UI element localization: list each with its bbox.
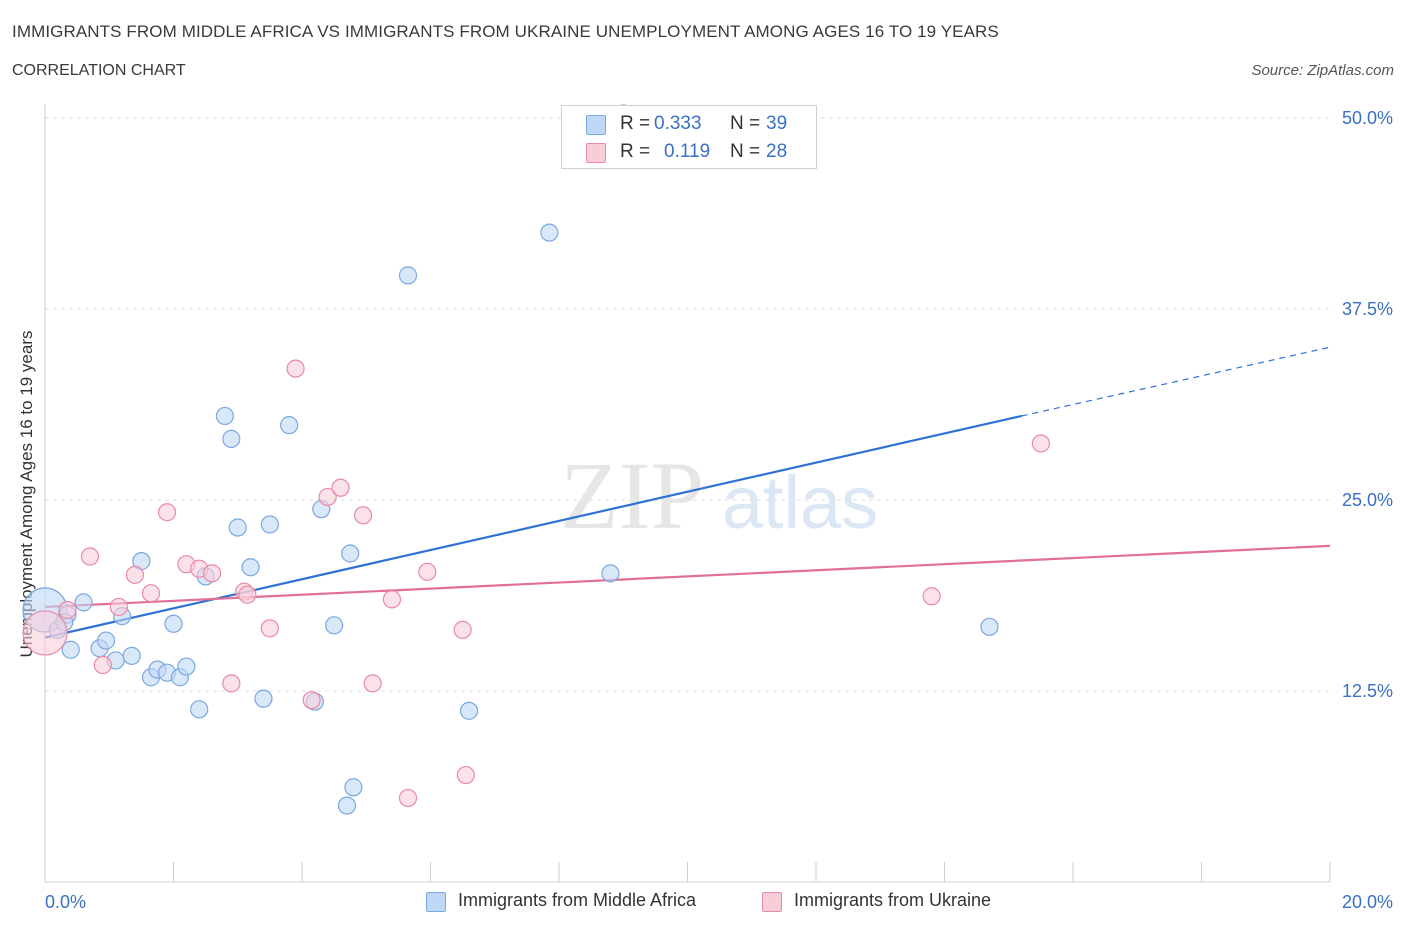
watermark-zip: ZIP	[560, 442, 704, 549]
chart-subtitle: CORRELATION CHART	[12, 62, 186, 79]
n-label: N =	[730, 141, 761, 162]
x-tick-label: 0.0%	[45, 892, 86, 912]
point-middle-africa	[228, 518, 247, 537]
point-middle-africa	[280, 416, 299, 435]
data-points	[22, 104, 1050, 815]
point-ukraine	[353, 506, 373, 525]
point-middle-africa	[190, 700, 209, 719]
trend-line-ukraine	[44, 544, 1331, 609]
point-middle-africa	[459, 701, 479, 720]
point-ukraine	[80, 547, 100, 566]
bottom-legend-swatch-pink	[762, 892, 782, 912]
point-middle-africa	[398, 266, 418, 285]
point-middle-africa	[540, 223, 559, 242]
r-label: R =	[620, 113, 651, 134]
trend-lines	[44, 346, 1331, 639]
point-ukraine	[302, 691, 321, 710]
bottom-legend-label: Immigrants from Middle Africa	[458, 890, 697, 910]
point-middle-africa	[337, 796, 357, 815]
point-ukraine	[382, 590, 402, 609]
point-ukraine	[58, 600, 77, 620]
axes	[44, 104, 1331, 883]
watermark-atlas: atlas	[722, 461, 878, 544]
point-ukraine	[22, 610, 68, 656]
gridlines	[45, 117, 1330, 692]
n-value: 39	[766, 113, 788, 134]
point-middle-africa	[980, 617, 999, 636]
r-value: 0.333	[654, 113, 702, 134]
bottom-legend-swatch-blue	[426, 892, 446, 912]
point-middle-africa	[215, 406, 234, 426]
point-middle-africa	[122, 646, 141, 665]
point-ukraine	[456, 765, 475, 785]
r-label: R =	[620, 141, 651, 162]
tick-labels: 12.5% 25.0% 37.5% 50.0% 0.0% 20.0%	[45, 108, 1393, 912]
r-value: 0.119	[664, 141, 711, 162]
point-middle-africa	[601, 564, 620, 583]
point-middle-africa	[341, 544, 360, 563]
trend-line-middle-africa	[44, 414, 1022, 639]
x-tick-label: 20.0%	[1342, 892, 1393, 912]
point-middle-africa	[344, 778, 363, 797]
y-tick-label: 25.0%	[1342, 490, 1393, 510]
point-ukraine	[238, 585, 257, 604]
legend-swatch-blue	[586, 115, 606, 135]
point-ukraine	[141, 584, 161, 603]
legend-swatch-pink	[586, 143, 606, 163]
point-ukraine	[398, 788, 418, 808]
point-middle-africa	[74, 593, 93, 612]
point-ukraine	[157, 503, 177, 522]
trend-line-extension	[1021, 346, 1331, 417]
point-ukraine	[418, 562, 437, 581]
point-ukraine	[260, 619, 279, 638]
point-ukraine	[1031, 434, 1050, 453]
chart-title: IMMIGRANTS FROM MIDDLE AFRICA VS IMMIGRA…	[12, 22, 999, 41]
point-middle-africa	[241, 558, 260, 577]
point-middle-africa	[254, 689, 273, 708]
n-value: 28	[766, 141, 788, 162]
point-middle-africa	[177, 657, 196, 676]
point-ukraine	[286, 359, 305, 378]
point-ukraine	[318, 487, 337, 507]
source-label: Source: ZipAtlas.com	[1251, 62, 1394, 79]
point-middle-africa	[260, 515, 279, 534]
y-tick-label: 37.5%	[1342, 299, 1393, 319]
point-middle-africa	[164, 614, 183, 633]
point-ukraine	[331, 478, 350, 497]
point-ukraine	[93, 655, 112, 675]
bottom-legend-label: Immigrants from Ukraine	[794, 890, 992, 910]
point-ukraine	[922, 587, 941, 606]
point-middle-africa	[222, 429, 241, 448]
y-tick-label: 50.0%	[1342, 108, 1393, 128]
stats-legend: R = 0.333 N = 39 R = 0.119 N = 28	[561, 105, 817, 169]
point-ukraine	[202, 564, 222, 583]
point-middle-africa	[61, 640, 80, 659]
point-ukraine	[363, 674, 382, 693]
point-ukraine	[109, 597, 128, 617]
point-ukraine	[125, 565, 145, 584]
y-tick-label: 12.5%	[1342, 681, 1393, 701]
point-middle-africa	[96, 631, 116, 650]
point-ukraine	[222, 674, 241, 693]
point-middle-africa	[325, 616, 344, 635]
n-label: N =	[730, 113, 761, 134]
point-ukraine	[453, 620, 472, 639]
